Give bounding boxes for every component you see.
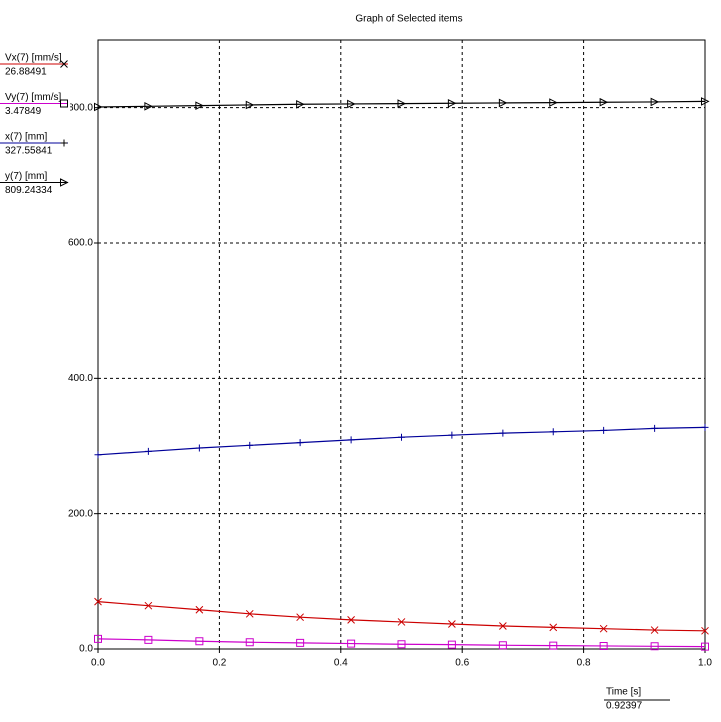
data-point	[599, 641, 608, 650]
data-point	[397, 640, 406, 649]
series-line	[97, 638, 706, 648]
data-point	[94, 597, 102, 606]
chart-title: Graph of Selected items	[355, 14, 462, 25]
data-point	[701, 626, 709, 635]
data-point	[650, 97, 660, 107]
y-tick-label: 800.0	[68, 102, 93, 113]
x-tick-label: 0.4	[334, 658, 348, 669]
y-tick-label: 600.0	[68, 238, 93, 249]
data-point	[650, 642, 659, 651]
data-point	[498, 641, 507, 650]
data-point	[549, 641, 558, 650]
data-point	[651, 424, 659, 432]
x-axis-label: Time [s]	[606, 687, 641, 698]
x-tick-label: 0.0	[91, 658, 105, 669]
data-point	[94, 102, 103, 112]
data-point	[296, 613, 304, 622]
y-tick-label: 0.0	[79, 644, 93, 655]
data-point	[701, 423, 709, 431]
data-point	[499, 429, 507, 437]
data-point	[701, 642, 709, 651]
legend-bg	[0, 51, 70, 79]
plot-frame	[97, 39, 706, 650]
y-tick-label: 200.0	[68, 508, 93, 519]
series-line	[97, 100, 706, 108]
data-point	[245, 609, 254, 618]
data-point	[549, 623, 558, 632]
data-point	[144, 601, 153, 610]
data-point	[347, 639, 356, 648]
data-point	[245, 638, 254, 647]
data-point	[448, 620, 456, 628]
data-point	[195, 637, 204, 646]
data-point	[296, 99, 305, 109]
data-point	[195, 605, 204, 614]
legend-readout: 809.24334	[5, 185, 53, 196]
data-point	[245, 100, 255, 110]
data-point	[599, 624, 608, 633]
data-point	[701, 97, 710, 106]
data-point	[195, 101, 204, 110]
data-point	[296, 638, 305, 647]
y-tick-label: 400.0	[68, 373, 93, 384]
legend-readout: 3.47849	[5, 106, 42, 117]
x-tick-label: 0.8	[577, 658, 591, 669]
data-point	[144, 102, 153, 111]
data-point	[94, 451, 102, 459]
data-point	[549, 98, 558, 107]
data-point	[144, 635, 153, 644]
legend-marker	[60, 139, 68, 147]
legend-marker	[60, 60, 68, 68]
data-point	[447, 98, 457, 108]
legend-label: y(7) [mm]	[5, 171, 47, 182]
legend-bg	[0, 130, 70, 158]
data-point	[600, 426, 608, 434]
data-point	[498, 98, 508, 108]
data-point	[347, 436, 355, 444]
data-point	[195, 444, 203, 452]
legend-readout: 26.88491	[5, 67, 47, 78]
data-point	[397, 99, 407, 108]
data-point	[599, 97, 609, 107]
data-point	[94, 634, 102, 643]
data-point	[447, 640, 456, 649]
data-point	[347, 99, 356, 109]
data-point	[499, 622, 507, 630]
x-readout: 0.92397	[606, 701, 643, 712]
legend-marker	[60, 178, 69, 187]
legend-marker	[60, 99, 68, 108]
legend-readout: 327.55841	[5, 146, 53, 157]
legend-label: Vy(7) [mm/s]	[5, 92, 62, 103]
data-point	[246, 441, 254, 449]
data-point	[397, 618, 406, 626]
data-point	[650, 626, 659, 634]
data-point	[549, 428, 557, 436]
x-tick-label: 1.0	[698, 658, 712, 669]
x-tick-label: 0.6	[455, 658, 469, 669]
data-point	[347, 616, 355, 624]
data-point	[448, 431, 456, 439]
data-point	[398, 433, 405, 441]
legend-label: x(7) [mm]	[5, 132, 47, 143]
legend-bg	[0, 90, 70, 119]
x-tick-label: 0.2	[212, 658, 226, 669]
data-point	[296, 439, 304, 447]
data-point	[144, 447, 152, 455]
legend-bg	[0, 169, 70, 198]
legend-label: Vx(7) [mm/s]	[5, 53, 62, 64]
